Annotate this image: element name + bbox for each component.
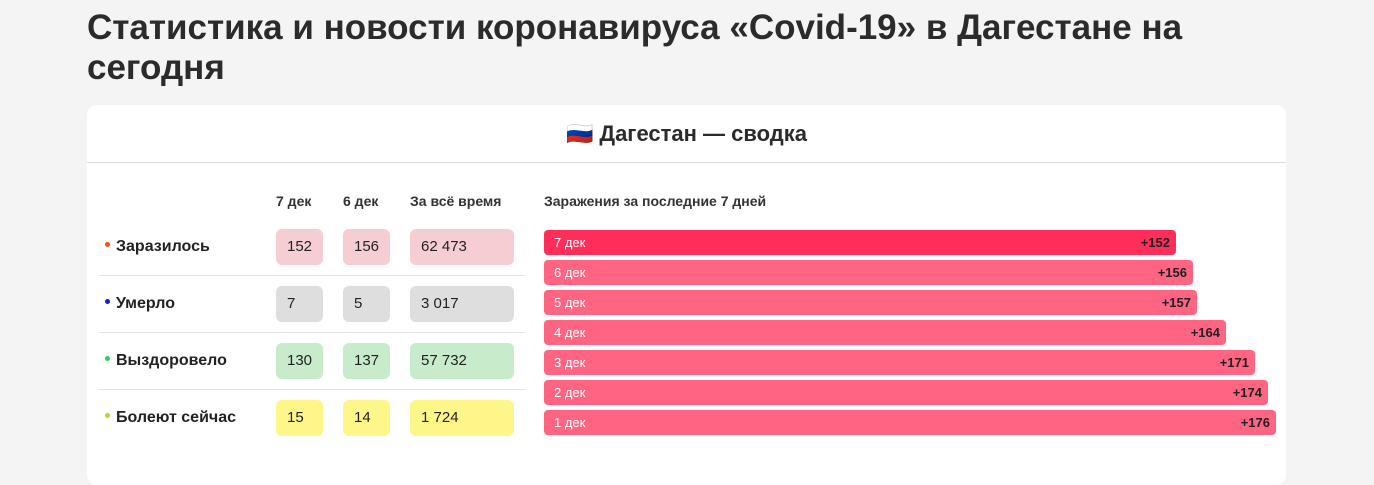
- col-header-day2: 6 дек: [343, 193, 379, 209]
- chart-bar-value-label: +174: [1232, 385, 1262, 400]
- stat-value-total: 1 724: [410, 400, 514, 436]
- dot-icon: [105, 242, 110, 248]
- stat-value-day1: 15: [276, 400, 323, 436]
- chart-bar-value-label: +156: [1157, 265, 1187, 280]
- flag-icon: 🇷🇺: [565, 120, 594, 146]
- stat-value-day2: 156: [343, 229, 390, 265]
- col-header-day1: 7 дек: [276, 193, 312, 209]
- stat-row-recovered: Выздоровело 130 137 57 732: [99, 333, 525, 390]
- stat-value-day1: 152: [276, 229, 323, 265]
- chart-bar-date-label: 1 дек: [554, 415, 586, 430]
- chart-bar-value-label: +171: [1219, 355, 1249, 370]
- chart-bar: 6 дек +156: [544, 260, 1193, 285]
- stat-row-active: Болеют сейчас 15 14 1 724: [99, 390, 525, 446]
- chart-bar-date-label: 7 дек: [554, 235, 586, 250]
- chart-bar-date-label: 2 дек: [554, 385, 586, 400]
- dot-icon: [105, 299, 110, 305]
- chart-bar: 4 дек +164: [544, 320, 1226, 345]
- chart-bar-value-label: +157: [1161, 295, 1191, 310]
- stat-value-total: 57 732: [410, 343, 514, 379]
- stat-value-day2: 5: [343, 286, 390, 322]
- stat-value-total: 62 473: [410, 229, 514, 265]
- stat-row-deaths: Умерло 7 5 3 017: [99, 276, 525, 333]
- stat-label: Выздоровело: [105, 333, 227, 389]
- chart-bar: 3 дек +171: [544, 350, 1255, 375]
- chart-bar: 1 дек +176: [544, 410, 1276, 435]
- stat-row-infected: Заразилось 152 156 62 473: [99, 219, 525, 276]
- stat-label: Заразилось: [105, 219, 210, 275]
- chart-bar-date-label: 3 дек: [554, 355, 586, 370]
- chart-bar-value-label: +176: [1240, 415, 1270, 430]
- stat-value-total: 3 017: [410, 286, 514, 322]
- chart-bar-value-label: +152: [1140, 235, 1170, 250]
- page-title: Статистика и новости коронавируса «Covid…: [87, 8, 1183, 87]
- chart-bar: 2 дек +174: [544, 380, 1268, 405]
- card-title: Дагестан — сводка: [599, 120, 807, 146]
- col-header-total: За всё время: [410, 193, 502, 209]
- card-header: 🇷🇺 Дагестан — сводка: [87, 105, 1286, 163]
- chart-bar-date-label: 5 дек: [554, 295, 586, 310]
- dot-icon: [105, 413, 110, 419]
- stat-label: Умерло: [105, 276, 175, 332]
- stat-value-day2: 137: [343, 343, 390, 379]
- chart-title: Заражения за последние 7 дней: [544, 193, 767, 209]
- chart-bar-date-label: 4 дек: [554, 325, 586, 340]
- stat-value-day1: 7: [276, 286, 323, 322]
- stat-value-day2: 14: [343, 400, 390, 436]
- chart-bar: 7 дек +152: [544, 230, 1176, 255]
- chart-bar: 5 дек +157: [544, 290, 1197, 315]
- dot-icon: [105, 356, 110, 362]
- summary-card: 🇷🇺 Дагестан — сводка 7 дек 6 дек За всё …: [87, 105, 1286, 485]
- chart-bar-date-label: 6 дек: [554, 265, 586, 280]
- stat-label: Болеют сейчас: [105, 390, 236, 446]
- chart-bar-value-label: +164: [1190, 325, 1220, 340]
- stat-value-day1: 130: [276, 343, 323, 379]
